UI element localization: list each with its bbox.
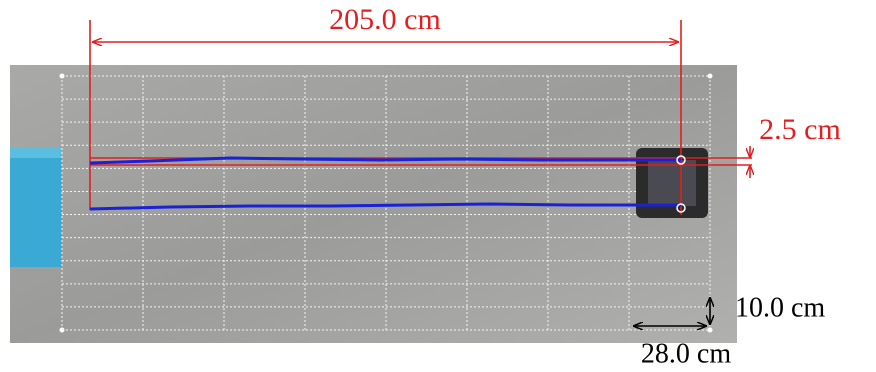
offset-label: 2.5 cm xyxy=(759,113,841,146)
grid-height-label: 10.0 cm xyxy=(735,292,825,323)
figure: 205.0 cm 2.5 cm 10.0 cm 28.0 cm xyxy=(0,0,876,372)
robot-board xyxy=(648,160,696,206)
wall xyxy=(10,148,62,267)
page: 205.0 cm 2.5 cm 10.0 cm 28.0 cm (() => {… xyxy=(0,0,876,372)
grid-width-label: 28.0 cm xyxy=(641,338,731,369)
wall-top xyxy=(10,148,62,158)
length-label: 205.0 cm xyxy=(329,3,441,36)
